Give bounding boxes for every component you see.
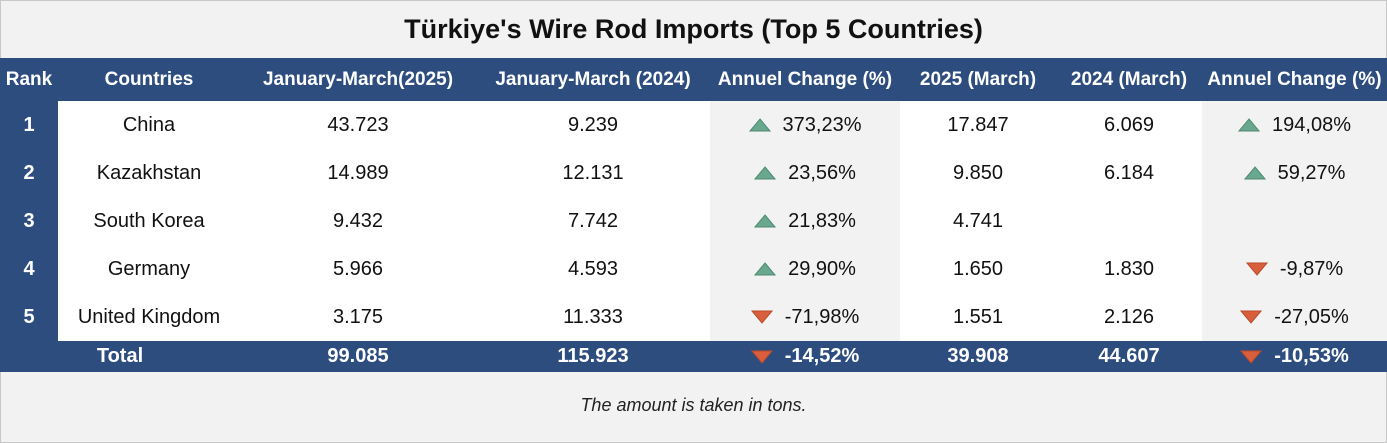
col-header: Countries [58,58,240,101]
q2024-cell: 7.742 [476,197,710,245]
q2024-cell: 12.131 [476,149,710,197]
arrow-up-icon [754,166,777,180]
total-label: Total [0,341,240,372]
m-change-value: 194,08% [1272,113,1351,136]
arrow-down-icon [1245,262,1268,276]
q-change-value: 23,56% [788,161,856,184]
total-m2025: 39.908 [900,341,1056,372]
q2025-cell: 9.432 [240,197,476,245]
country-cell: United Kingdom [58,293,240,341]
arrow-up-icon [754,214,777,228]
q2025-cell: 3.175 [240,293,476,341]
rank-cell: 3 [0,197,58,245]
country-cell: Germany [58,245,240,293]
col-header: Annuel Change (%) [710,58,900,101]
total-row: Total 99.085 115.923 -14,52% 39.908 44.6… [0,341,1387,372]
total-m-change: -10,53% [1202,341,1387,372]
q2025-cell: 14.989 [240,149,476,197]
arrow-up-icon [1238,118,1261,132]
q-change-cell: 29,90% [710,245,900,293]
table-row: 3 South Korea 9.432 7.742 21,83% 4.741 [0,197,1387,245]
col-header: January-March(2025) [240,58,476,101]
q-change-cell: -71,98% [710,293,900,341]
table-row: 5 United Kingdom 3.175 11.333 -71,98% 1.551 2.… [0,293,1387,341]
m-change-cell: -27,05% [1202,293,1387,341]
q-change-cell: 23,56% [710,149,900,197]
m2024-cell: 2.126 [1056,293,1202,341]
imports-table: Rank Countries January-March(2025) Janua… [0,58,1387,372]
m-change-value: -9,87% [1279,257,1344,280]
col-header: 2025 (March) [900,58,1056,101]
q-change-value: 29,90% [788,257,856,280]
total-q-change-value: -14,52% [784,345,860,367]
total-q2025: 99.085 [240,341,476,372]
m-change-cell [1202,197,1387,245]
q2025-cell: 5.966 [240,245,476,293]
m-change-cell: 194,08% [1202,101,1387,149]
arrow-down-icon [1240,350,1263,364]
arrow-up-icon [748,118,771,132]
m-change-value: -27,05% [1274,305,1349,328]
table-row: 4 Germany 5.966 4.593 29,90% 1.650 1.830 -9,87% [0,245,1387,293]
q-change-cell: 21,83% [710,197,900,245]
arrow-down-icon [750,350,773,364]
m-change-cell: 59,27% [1202,149,1387,197]
country-cell: South Korea [58,197,240,245]
country-cell: Kazakhstan [58,149,240,197]
m-change-value: 59,27% [1277,161,1346,184]
col-header: Rank [0,58,58,101]
col-header: Annuel Change (%) [1202,58,1387,101]
total-m-change-value: -10,53% [1274,345,1349,367]
rank-cell: 1 [0,101,58,149]
m2024-cell: 6.069 [1056,101,1202,149]
rank-cell: 4 [0,245,58,293]
chart-title: Türkiye's Wire Rod Imports (Top 5 Countr… [404,13,983,44]
q2024-cell: 11.333 [476,293,710,341]
rank-cell: 2 [0,149,58,197]
header-row: Rank Countries January-March(2025) Janua… [0,58,1387,101]
total-q2024: 115.923 [476,341,710,372]
total-q-change: -14,52% [710,341,900,372]
q2024-cell: 9.239 [476,101,710,149]
table-row: 2 Kazakhstan 14.989 12.131 23,56% 9.850 6.184 5… [0,149,1387,197]
m2024-cell [1056,197,1202,245]
total-m2024: 44.607 [1056,341,1202,372]
m2025-cell: 1.551 [900,293,1056,341]
m2024-cell: 1.830 [1056,245,1202,293]
m2025-cell: 4.741 [900,197,1056,245]
q-change-value: 21,83% [788,209,856,232]
m2024-cell: 6.184 [1056,149,1202,197]
m2025-cell: 17.847 [900,101,1056,149]
m2025-cell: 1.650 [900,245,1056,293]
q-change-cell: 373,23% [710,101,900,149]
col-header: January-March (2024) [476,58,710,101]
footnote: The amount is taken in tons. [580,395,807,415]
q-change-value: -71,98% [784,305,860,328]
q-change-value: 373,23% [782,113,862,136]
arrow-down-icon [750,310,773,324]
q2024-cell: 4.593 [476,245,710,293]
m-change-cell: -9,87% [1202,245,1387,293]
arrow-up-icon [754,262,777,276]
q2025-cell: 43.723 [240,101,476,149]
rank-cell: 5 [0,293,58,341]
table-row: 1 China 43.723 9.239 373,23% 17.847 6.069 194,0… [0,101,1387,149]
col-header: 2024 (March) [1056,58,1202,101]
m2025-cell: 9.850 [900,149,1056,197]
arrow-up-icon [1243,166,1266,180]
country-cell: China [58,101,240,149]
arrow-down-icon [1240,310,1263,324]
